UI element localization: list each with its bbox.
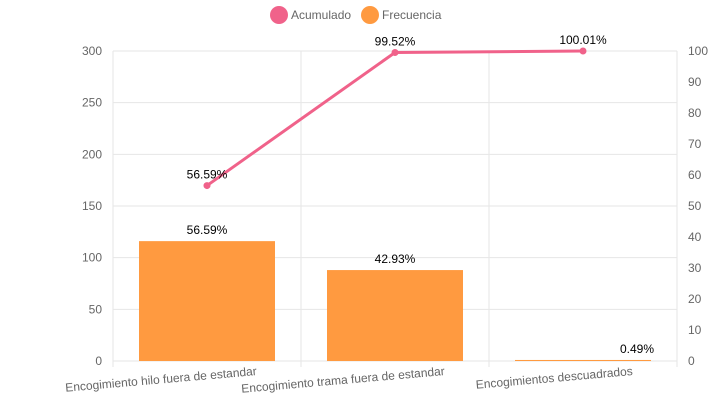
bar-data-labels: 56.59% 42.93% 0.49% (187, 223, 655, 356)
left-y-axis: 0 50 100 150 200 250 300 (82, 44, 102, 368)
legend-item-frecuencia[interactable]: Frecuencia (361, 6, 442, 24)
cumulative-line (203, 47, 587, 190)
left-tick-label: 250 (82, 96, 102, 110)
bar (515, 359, 651, 361)
right-tick-label: 90 (688, 75, 702, 89)
left-tick-label: 100 (82, 251, 102, 265)
right-tick-label: 20 (688, 292, 702, 306)
x-tick-label: Encogimiento hilo fuera de estandar (65, 364, 258, 395)
bar-value-label: 0.49% (620, 342, 654, 356)
left-tick-label: 200 (82, 147, 102, 161)
right-tick-label: 70 (688, 137, 702, 151)
legend-item-acumulado[interactable]: Acumulado (270, 6, 351, 24)
bar (139, 241, 275, 361)
legend: Acumulado Frecuencia (270, 6, 442, 24)
line-value-label: 100.01% (559, 33, 607, 47)
x-tick-label: Encogimiento trama fuera de estandar (241, 364, 446, 396)
right-tick-label: 0 (688, 354, 695, 368)
left-tick-label: 50 (89, 302, 103, 316)
line-point (391, 48, 399, 56)
legend-label-acumulado: Acumulado (291, 8, 351, 22)
bar (327, 270, 463, 361)
x-axis: Encogimiento hilo fuera de estandarEncog… (65, 364, 634, 396)
right-tick-label: 100 (688, 44, 708, 58)
cumulative-line-path (206, 49, 584, 187)
line-data-labels: 56.59% 99.52% 100.01% (187, 33, 607, 182)
line-point (579, 47, 587, 55)
bar-value-label: 42.93% (375, 252, 416, 266)
left-tick-label: 0 (95, 354, 102, 368)
legend-swatch-frecuencia (361, 6, 379, 24)
left-tick-label: 300 (82, 44, 102, 58)
line-point (203, 182, 211, 190)
right-tick-label: 40 (688, 230, 702, 244)
x-tick-label: Encogimientos descuadrados (475, 364, 633, 392)
left-tick-label: 150 (82, 199, 102, 213)
right-tick-label: 50 (688, 199, 702, 213)
right-tick-label: 60 (688, 168, 702, 182)
line-value-label: 99.52% (375, 34, 416, 48)
right-tick-label: 10 (688, 323, 702, 337)
right-tick-label: 30 (688, 261, 702, 275)
bar-value-label: 56.59% (187, 223, 228, 237)
legend-label-frecuencia: Frecuencia (382, 8, 442, 22)
frequency-bars (139, 241, 651, 361)
line-value-label: 56.59% (187, 168, 228, 182)
legend-swatch-acumulado (270, 6, 288, 24)
right-y-axis: 0 10 20 30 40 50 60 70 80 90 100 (688, 44, 708, 368)
right-tick-label: 80 (688, 106, 702, 120)
